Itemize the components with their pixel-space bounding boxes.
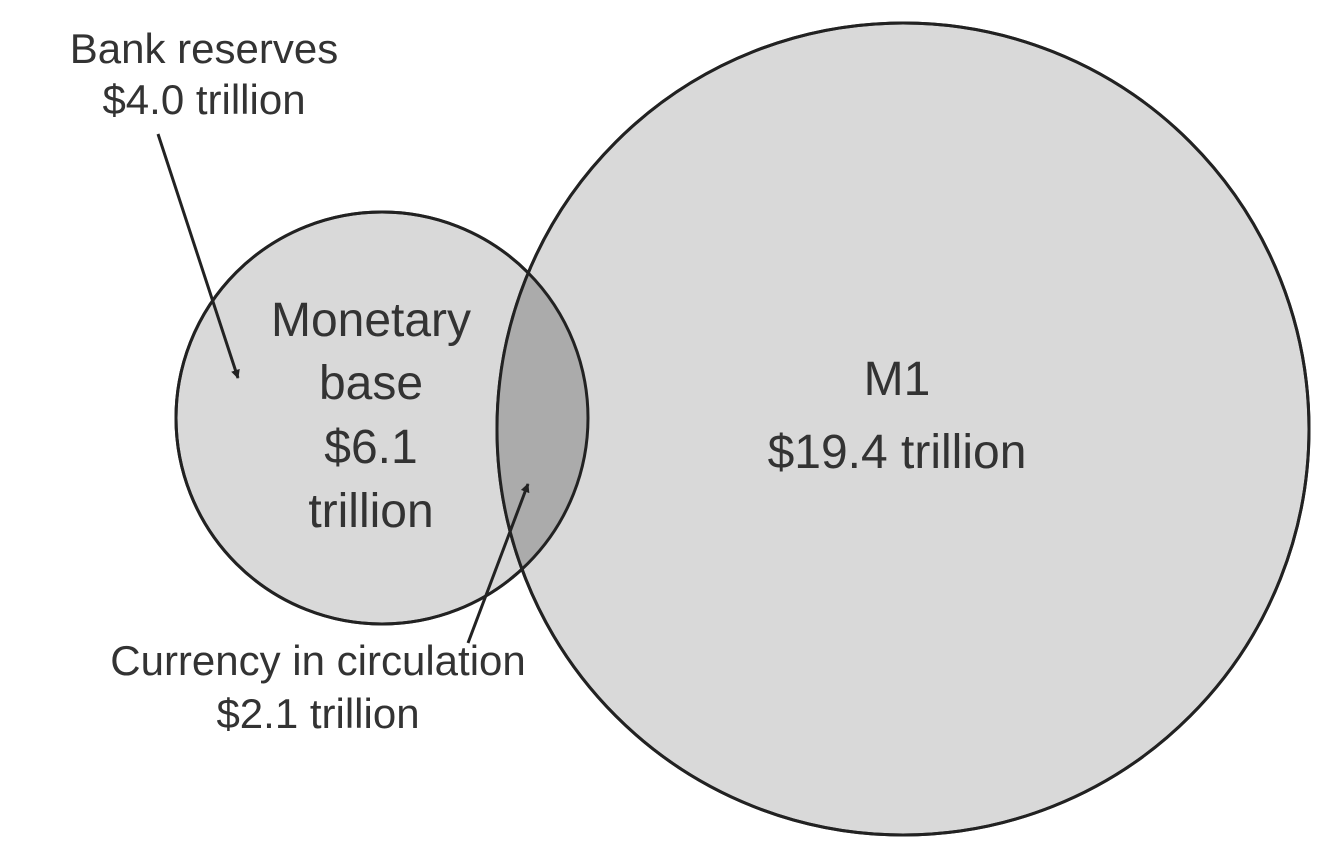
- monetary-base-outline: [174, 210, 590, 626]
- monetary-base-line4: trillion: [308, 485, 433, 538]
- currency-value: $2.1 trillion: [216, 690, 419, 737]
- bank-reserves-title: Bank reserves: [70, 25, 338, 72]
- monetary-base-line1: Monetary: [271, 294, 471, 347]
- bank-reserves-arrow: [156, 133, 240, 379]
- m1-outline: [495, 21, 1311, 837]
- currency-arrow: [466, 483, 530, 644]
- m1-title: M1: [864, 353, 931, 406]
- currency-title: Currency in circulation: [110, 637, 526, 684]
- bank-reserves-value: $4.0 trillion: [102, 76, 305, 123]
- monetary-base-line2: base: [319, 357, 423, 410]
- m1-value: $19.4 trillion: [768, 426, 1027, 479]
- monetary-base-line3: $6.1: [324, 421, 417, 474]
